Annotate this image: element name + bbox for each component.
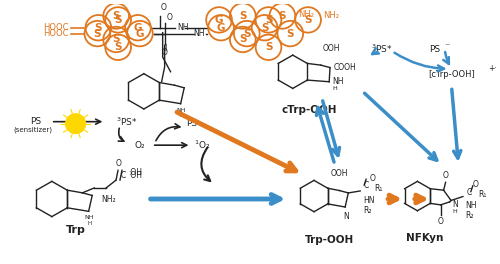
Text: $^3$PS*: $^3$PS* [116,115,138,128]
Text: S: S [94,23,102,33]
Text: cTrp-OOH: cTrp-OOH [282,105,338,115]
Text: ·OH: ·OH [128,168,142,177]
Text: O: O [166,13,172,22]
Text: G: G [215,15,224,25]
Text: NH: NH [332,77,344,86]
Text: R₂: R₂ [465,211,473,220]
Text: NH: NH [178,23,189,32]
Text: G: G [217,23,226,33]
Text: O: O [442,171,448,180]
Text: ‖: ‖ [163,44,166,51]
Text: S: S [265,42,272,52]
Text: OOH: OOH [323,44,340,53]
Text: ·OH: ·OH [128,171,142,180]
Text: $^1$O₂: $^1$O₂ [194,139,211,151]
Text: $^3$PS*: $^3$PS* [372,43,393,55]
Text: HOOC: HOOC [43,23,68,32]
Text: NH₂: NH₂ [101,195,116,204]
Text: C: C [363,181,368,190]
Text: [cTrp-OOH]: [cTrp-OOH] [428,70,475,79]
Text: C: C [121,171,126,180]
Text: Trp: Trp [66,225,86,235]
Text: O: O [370,174,376,183]
Text: NH: NH [465,201,476,210]
Text: NH₂: NH₂ [323,11,339,21]
Text: O: O [116,159,122,168]
Text: O₂: O₂ [135,141,145,150]
Text: S: S [243,29,250,39]
Text: H: H [180,114,184,119]
Text: NFKyn: NFKyn [406,233,444,243]
Text: S: S [261,23,268,33]
Text: PS: PS [30,117,42,126]
Text: H: H [332,86,337,91]
Text: NH: NH [176,108,186,112]
Text: (sensitizer): (sensitizer) [14,126,52,133]
Text: R₁: R₁ [478,190,487,199]
Text: OOH: OOH [331,169,348,178]
Text: R₂: R₂ [363,206,372,215]
Text: N: N [452,200,458,209]
Text: C: C [466,188,471,197]
Text: S: S [114,42,122,52]
Text: ·⁻: ·⁻ [444,41,450,50]
Text: PS: PS [429,45,440,54]
Text: S: S [286,29,294,39]
Text: S: S [239,11,246,21]
Text: H: H [452,209,458,214]
Text: NH: NH [194,29,205,38]
Text: PS: PS [186,119,197,128]
Text: S: S [112,35,120,44]
Text: S: S [112,11,120,21]
Text: N: N [344,212,349,221]
Text: H: H [88,221,92,226]
Circle shape [66,114,86,133]
Text: S: S [278,11,286,21]
Text: S: S [114,15,122,25]
Text: NH: NH [84,215,94,220]
Text: S: S [239,35,246,44]
Text: O: O [162,48,168,57]
Text: Trp-OOH: Trp-OOH [305,235,354,245]
Text: S: S [265,15,272,25]
Text: O: O [473,180,478,189]
Text: O: O [160,3,166,12]
Text: COOH: COOH [334,63,356,72]
Text: HN: HN [363,196,374,205]
Text: O: O [438,216,444,226]
Text: S: S [304,15,312,25]
Text: NH₂: NH₂ [298,10,314,18]
Text: S: S [94,29,101,39]
Text: HOOC: HOOC [43,29,68,38]
Text: +·: +· [488,64,497,73]
Text: G: G [136,29,144,39]
Text: R₁: R₁ [374,183,382,192]
Text: G: G [134,23,142,33]
